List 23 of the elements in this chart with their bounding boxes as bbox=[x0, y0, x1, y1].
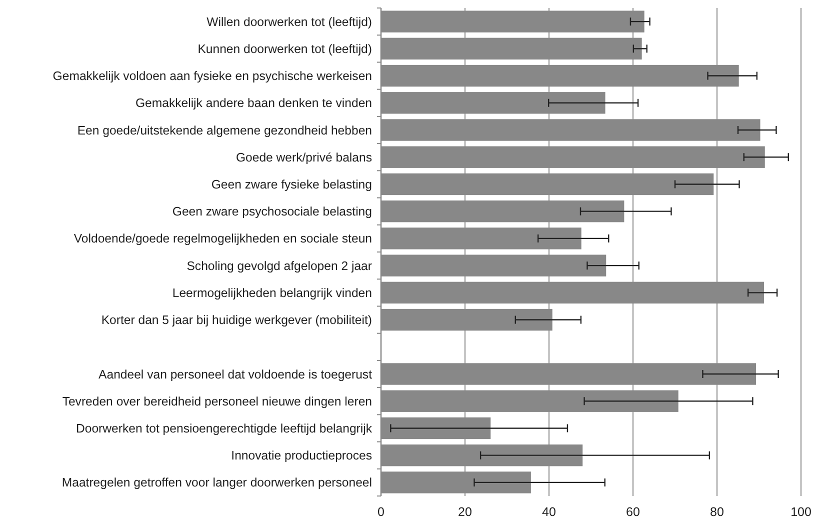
y-tick-label: Tevreden over bereidheid personeel nieuwe dingen leren bbox=[62, 394, 372, 408]
y-tick-label: Maatregelen getroffen voor langer doorwerken personeel bbox=[62, 476, 372, 490]
x-tick-label: 0 bbox=[378, 505, 385, 519]
y-tick-label: Korter dan 5 jaar bij huidige werkgever (mobiliteit) bbox=[101, 313, 372, 328]
x-tick-label: 80 bbox=[710, 505, 724, 519]
y-tick-label: Doorwerken tot pensioengerechtigde leeftijd belangrijk bbox=[76, 422, 373, 436]
y-tick-label: Kunnen doorwerken tot (leeftijd) bbox=[198, 42, 372, 56]
y-tick-label: Geen zware psychosociale belasting bbox=[172, 204, 372, 219]
y-tick-label: Gemakkelijk voldoen aan fysieke en psychische werkeisen bbox=[52, 69, 372, 84]
y-tick-label: Goede werk/privé balans bbox=[236, 150, 372, 164]
y-tick-label: Voldoende/goede regelmogelijkheden en sociale steun bbox=[74, 232, 372, 246]
x-tick-label: 100 bbox=[790, 505, 812, 519]
y-tick-label: Scholing gevolgd afgelopen 2 jaar bbox=[186, 258, 372, 273]
y-tick-label: Aandeel van personeel dat voldoende is toegerust bbox=[98, 367, 373, 382]
x-tick-label: 40 bbox=[542, 505, 556, 519]
x-tick-label: 60 bbox=[626, 505, 640, 519]
y-tick-label: Innovatie productieproces bbox=[231, 448, 372, 463]
y-tick-label: Gemakkelijk andere baan denken te vinden bbox=[135, 96, 372, 110]
x-tick-label: 20 bbox=[458, 505, 472, 519]
y-tick-label: Een goede/uitstekende algemene gezondheid hebben bbox=[77, 123, 372, 138]
y-tick-label: Leermogelijkheden belangrijk vinden bbox=[172, 286, 372, 300]
y-tick-label: Willen doorwerken tot (leeftijd) bbox=[206, 14, 372, 29]
y-tick-label: Geen zware fysieke belasting bbox=[211, 178, 372, 192]
